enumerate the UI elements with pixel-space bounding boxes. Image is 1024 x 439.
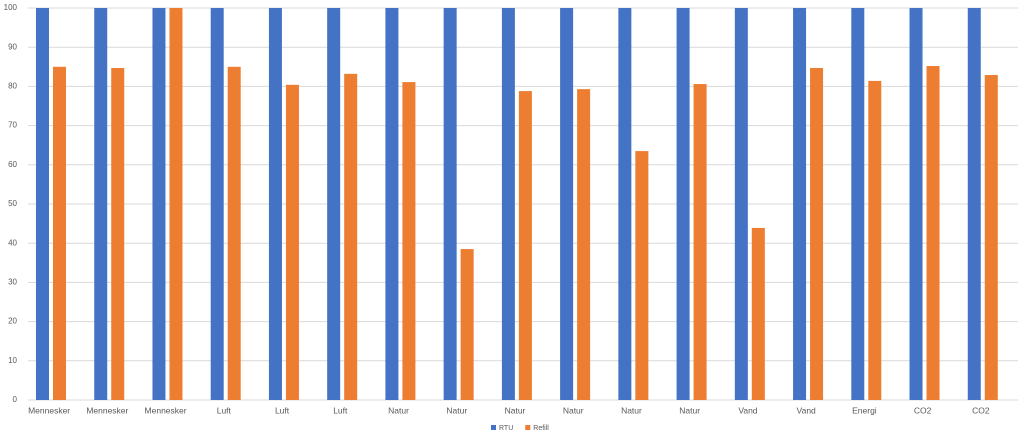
y-tick-label: 60: [8, 160, 17, 169]
x-tick-label: Natur: [621, 405, 642, 415]
bar: [618, 8, 632, 400]
x-tick-label: Energi: [852, 405, 877, 415]
bar: [327, 8, 341, 400]
legend-swatch: [525, 425, 531, 430]
x-tick-label: Natur: [505, 405, 526, 415]
y-tick-label: 0: [13, 395, 18, 404]
x-tick-label: Natur: [388, 405, 409, 415]
x-tick-label: Natur: [679, 405, 700, 415]
bar: [810, 67, 824, 400]
y-tick-label: 100: [4, 3, 18, 12]
y-tick-label: 40: [8, 238, 17, 247]
bar: [501, 8, 515, 400]
x-tick-label: Vand: [738, 405, 757, 415]
x-tick-label: Luft: [275, 405, 290, 415]
y-tick-label: 10: [8, 356, 17, 365]
y-tick-label: 20: [8, 317, 17, 326]
x-tick-label: CO2: [972, 405, 990, 415]
bar: [693, 84, 707, 400]
y-tick-label: 80: [8, 82, 17, 91]
bar: [793, 8, 807, 400]
bar: [210, 8, 224, 400]
x-tick-label: Luft: [217, 405, 232, 415]
bar: [577, 89, 591, 401]
bar: [676, 8, 690, 400]
x-tick-label: Vand: [797, 405, 816, 415]
bar: [169, 8, 183, 400]
bar: [94, 8, 108, 400]
bar: [635, 151, 649, 400]
bar: [984, 75, 998, 401]
bar: [518, 91, 532, 400]
bar: [734, 8, 748, 400]
bar: [926, 66, 940, 401]
bar: [268, 8, 282, 400]
y-tick-label: 90: [8, 42, 17, 51]
x-tick-label: Mennesker: [28, 405, 70, 415]
legend-label: RTU: [499, 425, 513, 432]
bar: [443, 8, 457, 400]
legend-swatch: [491, 425, 496, 430]
bar: [851, 8, 865, 400]
x-tick-label: Mennesker: [145, 405, 187, 415]
bar: [385, 8, 399, 400]
bar: [402, 82, 416, 400]
x-tick-label: Mennesker: [86, 405, 128, 415]
bar: [285, 84, 299, 400]
x-tick-label: Luft: [333, 405, 348, 415]
x-tick-label: Natur: [446, 405, 467, 415]
legend-label: Refill: [533, 425, 549, 432]
bar: [227, 66, 241, 401]
y-tick-label: 50: [8, 199, 17, 208]
bar: [751, 227, 765, 400]
bar: [460, 249, 474, 400]
x-tick-label: Natur: [563, 405, 584, 415]
bar: [868, 80, 882, 401]
bar: [111, 67, 125, 400]
bar: [909, 8, 923, 400]
bar: [967, 8, 981, 400]
bar: [344, 73, 358, 400]
y-tick-label: 70: [8, 121, 17, 130]
bar: [36, 8, 49, 400]
x-tick-label: CO2: [914, 405, 932, 415]
y-tick-label: 30: [8, 278, 17, 287]
bar: [152, 8, 166, 400]
bar: [53, 66, 66, 401]
bar: [560, 8, 574, 400]
